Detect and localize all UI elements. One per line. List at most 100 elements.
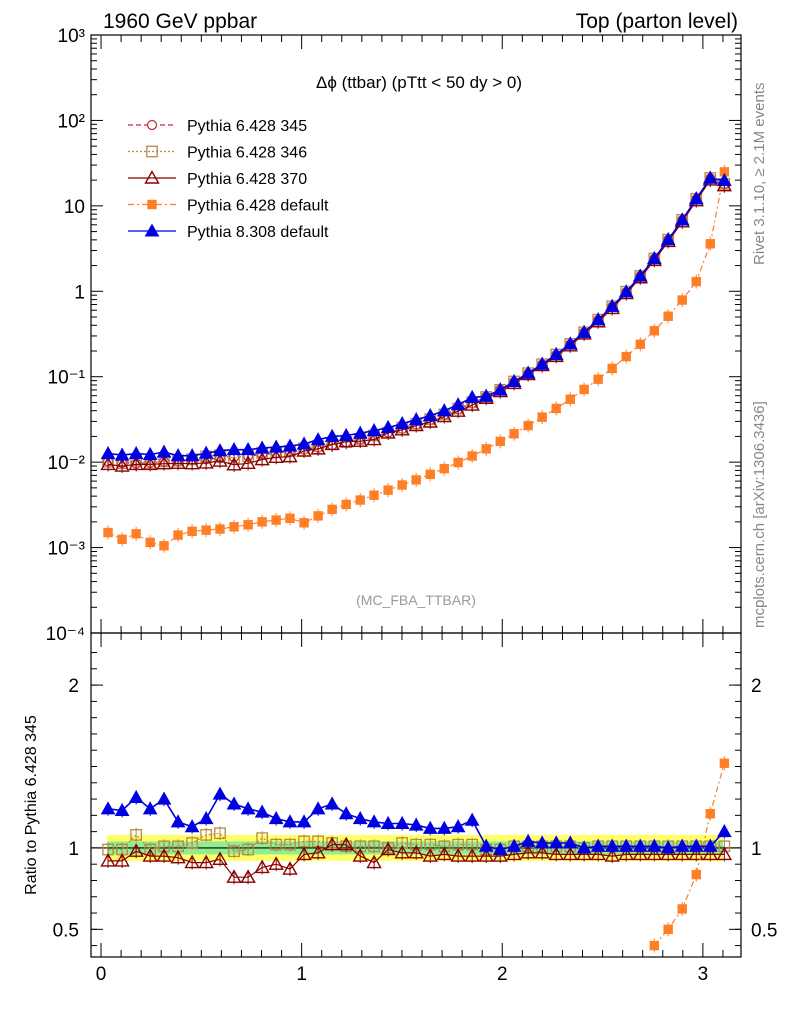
- legend-item: Pythia 8.308 default: [128, 223, 329, 241]
- main-point: [691, 276, 701, 287]
- ytick-label: 10⁻²: [48, 453, 86, 474]
- ratio-point: [646, 846, 663, 861]
- main-point: [660, 232, 676, 246]
- main-point: [716, 172, 732, 187]
- main-point: [268, 449, 284, 463]
- ratio-point: [422, 820, 438, 834]
- ratio-point: [128, 789, 144, 803]
- main-point: [579, 384, 589, 395]
- ratio-point: [198, 854, 214, 869]
- main-point: [408, 412, 424, 426]
- main-point: [296, 436, 312, 450]
- main-series-4: [100, 170, 732, 463]
- main-point: [313, 511, 323, 521]
- ratio-point: [464, 848, 480, 862]
- main-point: [352, 433, 368, 447]
- ratio-point: [296, 846, 312, 861]
- main-point: [450, 397, 466, 411]
- main-point: [327, 504, 337, 515]
- ratio-point: [548, 846, 564, 861]
- main-point: [184, 455, 200, 470]
- ratio-point: [436, 820, 452, 834]
- main-point: [366, 431, 382, 446]
- main-point: [635, 339, 645, 349]
- ratio-point: [256, 832, 268, 844]
- ratio-ylabel: Ratio to Pythia 6.428 345: [23, 715, 40, 895]
- main-point: [593, 374, 603, 384]
- main-point: [523, 420, 533, 431]
- ratio-point: [618, 838, 634, 852]
- main-point: [103, 527, 113, 538]
- ratio-point: [649, 940, 660, 951]
- ratio-point: [214, 827, 226, 840]
- ratio-point: [688, 838, 704, 852]
- main-point: [663, 311, 673, 321]
- ratio-point: [366, 854, 382, 869]
- ratio-point: [242, 843, 254, 856]
- main-point: [285, 513, 295, 524]
- main-point: [131, 529, 141, 539]
- ratio-point: [492, 842, 508, 856]
- ratio-point: [576, 846, 592, 861]
- xtick-label: 3: [698, 964, 709, 985]
- ratio-point: [254, 804, 270, 818]
- main-point: [198, 445, 214, 459]
- ratio-point: [677, 904, 687, 914]
- ratio-point: [366, 814, 382, 828]
- main-point: [548, 346, 564, 360]
- xtick-label: 0: [96, 964, 107, 985]
- ratio-point: [270, 838, 283, 851]
- ratio-point: [184, 854, 200, 869]
- mcplots-label: mcplots.cern.ch [arXiv:1306.3436]: [751, 401, 768, 628]
- main-point: [117, 534, 127, 544]
- main-point: [439, 463, 449, 474]
- header-left: 1960 GeV ppbar: [103, 10, 257, 33]
- ratio-point: [200, 829, 213, 841]
- ratio-point: [716, 846, 733, 861]
- ratio-point: [562, 835, 578, 849]
- main-point: [299, 518, 309, 528]
- main-point: [215, 524, 225, 534]
- rivet-label: Rivet 3.1.10, ≥ 2.1M events: [751, 83, 768, 266]
- ratio-point: [282, 861, 298, 875]
- ratio-point: [646, 838, 662, 852]
- main-point: [425, 469, 435, 480]
- main-point: [254, 440, 270, 454]
- ratio-point: [478, 838, 494, 852]
- legend-label: Pythia 6.428 346: [187, 145, 307, 162]
- ratio-point: [478, 848, 494, 862]
- main-point: [674, 212, 690, 226]
- ratio-point: [450, 848, 466, 862]
- main-point: [506, 373, 522, 387]
- ratio-point: [660, 846, 676, 861]
- ratio-point: [282, 814, 298, 828]
- legend-label: Pythia 6.428 default: [187, 198, 329, 215]
- ratio-point: [464, 812, 480, 826]
- ratio-point: [128, 843, 144, 857]
- main-series-2: [100, 172, 733, 474]
- main-point: [618, 284, 634, 298]
- ratio-point: [408, 817, 424, 831]
- ratio-point: [674, 838, 690, 852]
- ratio-point: [352, 811, 368, 825]
- main-point: [159, 541, 169, 551]
- ytick-label: 10³: [58, 26, 85, 47]
- ratio-point: [338, 836, 354, 851]
- main-point: [495, 436, 505, 447]
- ratio-point: [716, 824, 732, 838]
- legend-marker: [147, 199, 157, 210]
- ratio-point: [228, 845, 240, 858]
- ratio-point: [618, 846, 634, 861]
- main-point: [282, 438, 298, 452]
- main-point: [688, 191, 704, 205]
- main-point: [187, 526, 197, 537]
- xtick-label: 1: [296, 964, 307, 985]
- main-point: [369, 490, 379, 500]
- main-point: [464, 397, 480, 411]
- ytick-label: 1: [74, 282, 85, 303]
- legend: Pythia 6.428 345 Pythia 6.428 346 Pythia 6…: [128, 118, 329, 241]
- ratio-point: [534, 844, 550, 859]
- ratio-point: [562, 846, 578, 861]
- main-point: [422, 408, 438, 422]
